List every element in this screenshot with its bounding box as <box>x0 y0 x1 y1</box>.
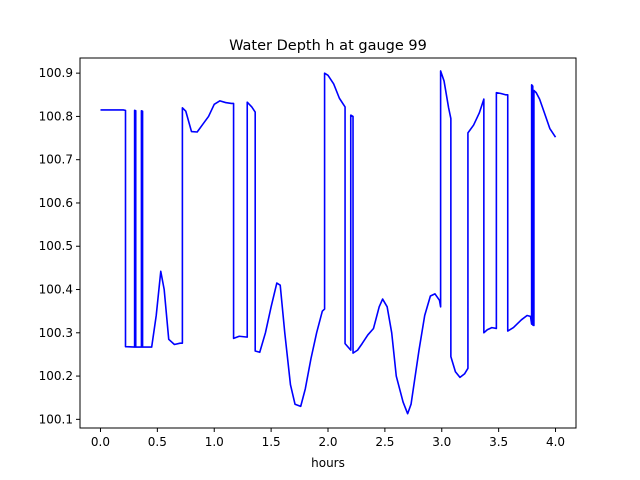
x-tick-label: 2.5 <box>375 435 394 449</box>
x-tick-label: 0.0 <box>91 435 110 449</box>
x-tick-label: 2.0 <box>318 435 337 449</box>
y-tick-label: 100.3 <box>39 326 73 340</box>
y-tick-label: 100.2 <box>39 369 73 383</box>
x-tick-label: 3.5 <box>489 435 508 449</box>
chart-title: Water Depth h at gauge 99 <box>229 38 427 54</box>
x-tick-label: 1.0 <box>205 435 224 449</box>
y-axis-ticks: 100.1 100.2 100.3 100.4 100.5 100.6 100.7 100.8… <box>39 66 80 426</box>
y-tick-label: 100.5 <box>39 239 73 253</box>
x-tick-label: 0.5 <box>148 435 167 449</box>
x-axis-label: hours <box>311 456 345 470</box>
series-line-0 <box>100 70 557 415</box>
y-tick-label: 100.1 <box>39 412 73 426</box>
y-tick-label: 100.8 <box>39 109 73 123</box>
x-tick-label: 3.0 <box>432 435 451 449</box>
y-tick-label: 100.4 <box>39 283 73 297</box>
y-tick-label: 100.7 <box>39 153 73 167</box>
x-axis-ticks: 0.0 0.5 1.0 1.5 2.0 2.5 3.0 3.5 4.0 <box>91 428 565 449</box>
y-tick-label: 100.6 <box>39 196 73 210</box>
x-tick-label: 1.5 <box>262 435 281 449</box>
plot-area <box>100 70 557 415</box>
x-tick-label: 4.0 <box>546 435 565 449</box>
y-tick-label: 100.9 <box>39 66 73 80</box>
